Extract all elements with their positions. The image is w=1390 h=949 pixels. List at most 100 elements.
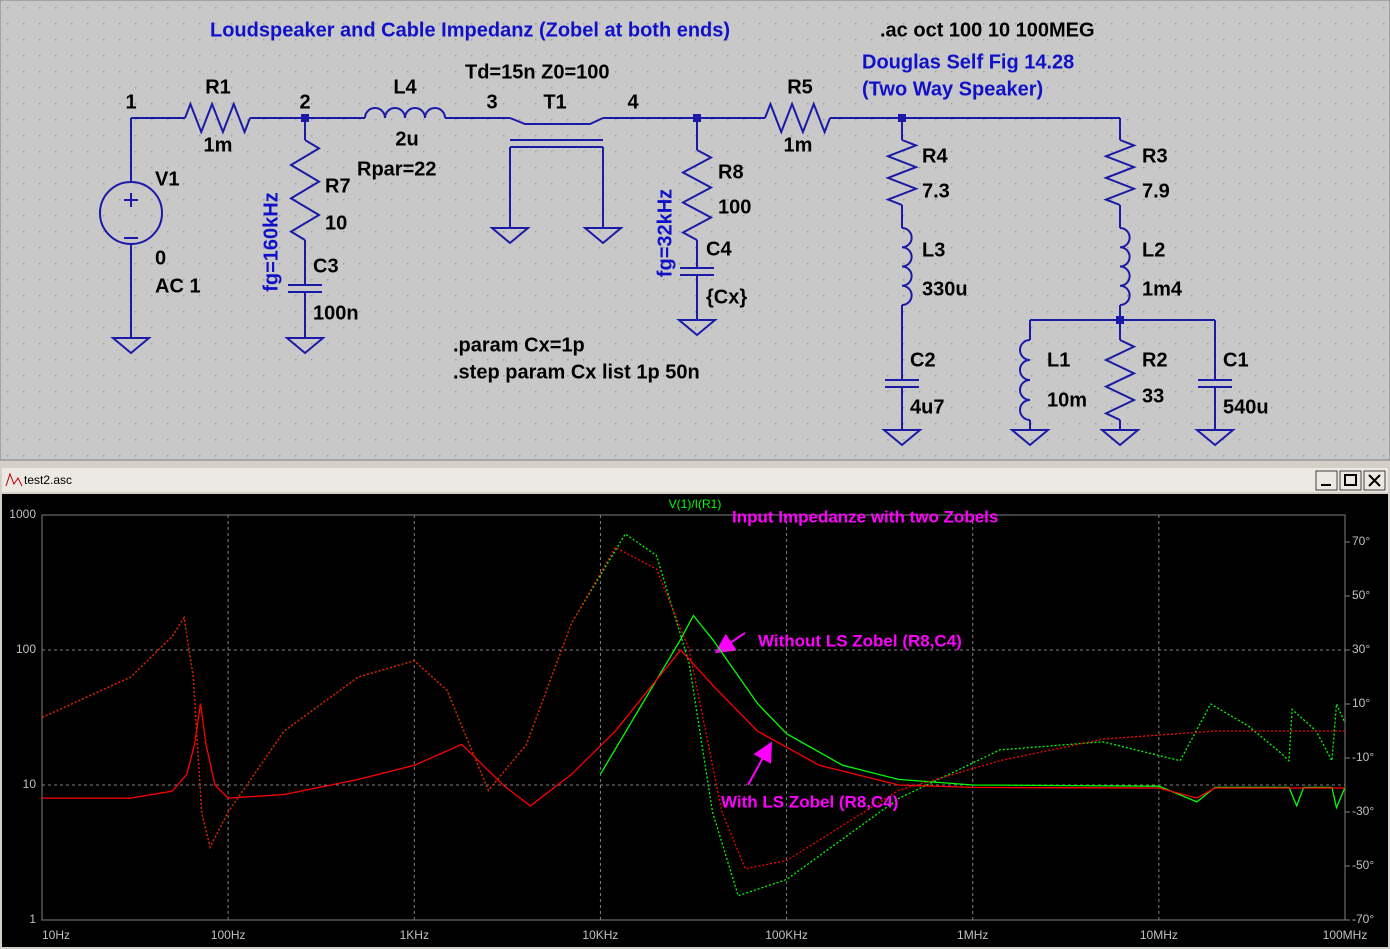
directive: .param Cx=1p	[453, 334, 585, 356]
y2-tick-label: -50°	[1352, 858, 1374, 872]
tline-params: Td=15n Z0=100	[465, 61, 610, 83]
ref: L3	[922, 239, 945, 261]
ref: R8	[718, 161, 744, 183]
ground	[1099, 429, 1141, 447]
y2-tick-label: 10°	[1352, 696, 1370, 710]
value: 540u	[1223, 396, 1269, 418]
value: 7.9	[1142, 180, 1170, 202]
resistor	[1103, 139, 1137, 206]
value: 0	[155, 247, 166, 269]
y2-tick-label: 70°	[1352, 534, 1370, 548]
schematic-title: Loudspeaker and Cable Impedanz (Zobel at…	[210, 19, 730, 41]
transmission-line	[509, 117, 604, 148]
schematic: Loudspeaker and Cable Impedanz (Zobel at…	[99, 19, 1269, 447]
plot-background	[2, 494, 1388, 947]
plot-window: test2.asc	[0, 464, 1390, 949]
x-tick-label: 1MHz	[957, 928, 988, 942]
ref: L1	[1047, 349, 1070, 371]
ref: R3	[1142, 145, 1168, 167]
inductor	[1119, 227, 1131, 306]
resistor	[1103, 339, 1137, 421]
value: Rpar=22	[357, 158, 437, 180]
close-icon	[1368, 474, 1381, 487]
y2-tick-label: -70°	[1352, 912, 1374, 926]
value: 4u7	[910, 396, 944, 418]
reference: Douglas Self Fig 14.28	[862, 51, 1074, 73]
value: 1m	[784, 134, 813, 156]
node-label: 3	[486, 91, 497, 113]
ground	[489, 227, 531, 245]
reference: (Two Way Speaker)	[862, 78, 1043, 100]
directive: .ac oct 100 10 100MEG	[880, 19, 1095, 41]
plot: 10Hz 100Hz 1KHz 10KHz 100KHz 1MHz 10MHz 100MHz 1…	[9, 497, 1374, 942]
minimize-button[interactable]	[1315, 470, 1338, 491]
y-tick-label: 10	[23, 777, 37, 791]
inductor	[1019, 339, 1031, 421]
ground	[110, 337, 152, 355]
zobel-label: fg=32kHz	[654, 189, 676, 277]
value: 100n	[313, 302, 359, 324]
ground	[284, 337, 326, 355]
voltage-source	[99, 181, 163, 245]
value: {Cx}	[706, 286, 747, 308]
x-tick-label: 10KHz	[582, 928, 618, 942]
x-tick-label: 10Hz	[42, 928, 70, 942]
ref: L4	[393, 76, 417, 98]
ref: R5	[787, 76, 813, 98]
node-label: 2	[299, 91, 310, 113]
ground	[881, 429, 923, 447]
ground	[1009, 429, 1051, 447]
junction	[301, 114, 309, 122]
value: 10	[325, 212, 347, 234]
x-tick-label: 10MHz	[1140, 928, 1178, 942]
window-title: test2.asc	[24, 473, 72, 487]
ref: V1	[155, 168, 179, 190]
annotation: Without LS Zobel (R8,C4)	[758, 631, 962, 650]
ref: T1	[543, 91, 566, 113]
ref: L2	[1142, 239, 1165, 261]
window-icon	[5, 472, 23, 487]
junction	[693, 114, 701, 122]
x-tick-label: 100Hz	[211, 928, 246, 942]
plot-title: Input Impedanze with two Zobels	[732, 507, 998, 526]
resistor	[184, 101, 251, 135]
maximize-button[interactable]	[1339, 470, 1362, 491]
y2-tick-label: 50°	[1352, 588, 1370, 602]
y2-tick-label: 30°	[1352, 642, 1370, 656]
y2-tick-label: -10°	[1352, 750, 1374, 764]
inductor	[364, 107, 446, 119]
resistor	[289, 139, 321, 241]
ground	[582, 227, 624, 245]
schematic-grid	[2, 2, 1388, 458]
junction	[1116, 316, 1124, 324]
maximize-icon	[1344, 474, 1357, 486]
trace-label: V(1)/I(R1)	[669, 497, 722, 511]
value: 1m4	[1142, 278, 1183, 300]
value: AC 1	[155, 275, 201, 297]
value: 330u	[922, 278, 968, 300]
annotation-arrow	[714, 632, 746, 654]
inductor	[901, 227, 913, 306]
x-tick-label: 1KHz	[400, 928, 429, 942]
ground	[676, 319, 718, 337]
ref: R4	[922, 145, 948, 167]
annotation-arrow	[747, 741, 772, 786]
value: 100	[718, 196, 751, 218]
x-tick-label: 100MHz	[1323, 928, 1368, 942]
value: 10m	[1047, 389, 1087, 411]
ref: R2	[1142, 349, 1168, 371]
title-bar	[2, 468, 1388, 492]
resistor	[764, 101, 831, 135]
y2-tick-label: -30°	[1352, 804, 1374, 818]
ref: C3	[313, 255, 339, 277]
node-label: 1	[125, 91, 136, 113]
annotation: With LS Zobel (R8,C4)	[721, 792, 898, 811]
trace	[41, 546, 1345, 870]
y-tick-label: 1	[29, 912, 36, 926]
y-tick-label: 100	[16, 642, 36, 656]
junction	[898, 114, 906, 122]
value: 1m	[204, 134, 233, 156]
directive: .step param Cx list 1p 50n	[453, 361, 700, 383]
ref: C4	[706, 238, 732, 260]
zobel-label: fg=160kHz	[260, 192, 282, 292]
